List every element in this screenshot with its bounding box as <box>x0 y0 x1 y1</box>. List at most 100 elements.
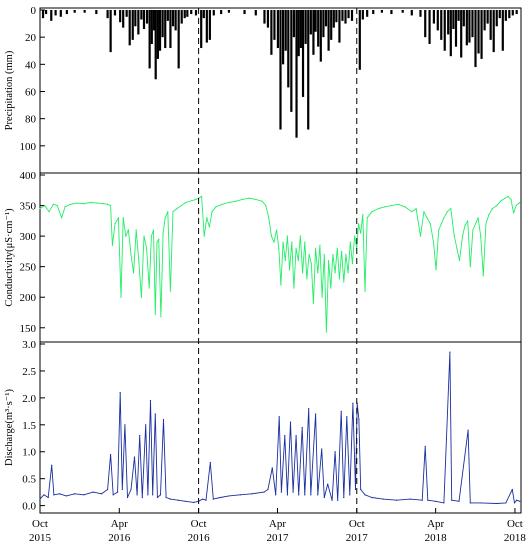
discharge-point <box>110 453 112 456</box>
conductivity-point <box>265 204 267 207</box>
precip-bar <box>44 10 48 15</box>
precip-bar <box>113 10 117 16</box>
conductivity-point <box>513 212 515 214</box>
discharge-point <box>43 494 45 496</box>
conductivity-point <box>122 217 124 219</box>
discharge-point <box>219 496 221 499</box>
panel-frames <box>39 7 522 514</box>
conductivity-point <box>280 284 282 286</box>
precip-bar <box>95 10 98 15</box>
y-tick-label: 400 <box>20 170 37 182</box>
discharge-point <box>323 496 325 499</box>
discharge-point <box>289 421 292 423</box>
discharge-point <box>201 498 204 500</box>
precip-bar <box>59 10 62 17</box>
y-tick-label: 100 <box>20 141 37 153</box>
conductivity-point <box>148 287 150 289</box>
precip-bar <box>73 10 76 13</box>
conductivity-point <box>172 211 174 213</box>
discharge-point <box>280 491 282 493</box>
precip-bar <box>254 10 257 16</box>
conductivity-point <box>103 203 105 205</box>
precip-bar <box>83 10 86 13</box>
discharge-point <box>124 424 126 426</box>
precip-bar <box>477 10 480 54</box>
conductivity-point <box>426 217 428 219</box>
precip-bar <box>174 10 177 31</box>
precip-bar <box>65 10 68 15</box>
y-axis-label: Conductivity(μS·cm⁻¹) <box>4 208 15 307</box>
discharge-point <box>154 413 156 415</box>
discharge-point <box>301 426 303 429</box>
precip-bar <box>140 10 143 20</box>
conductivity-point <box>464 224 466 226</box>
conductivity-point <box>284 259 286 262</box>
conductivity-point <box>278 247 280 249</box>
discharge-point <box>346 416 348 418</box>
precip-bar <box>295 10 298 138</box>
discharge-point <box>458 500 460 502</box>
conductivity-point <box>299 235 302 237</box>
conductivity-point <box>152 229 155 231</box>
conductivity-point <box>507 195 509 197</box>
discharge-point <box>292 491 294 493</box>
conductivity-point <box>354 235 356 237</box>
precip-bar <box>227 10 231 13</box>
conductivity-point <box>270 235 272 237</box>
precip-bar <box>372 10 375 15</box>
discharge-point <box>469 502 471 504</box>
conductivity-point <box>325 331 328 333</box>
x-tick-month: Oct <box>349 518 365 530</box>
precip-bar <box>498 10 501 19</box>
conductivity-point <box>496 204 498 207</box>
conductivity-point <box>404 206 406 208</box>
conductivity-point <box>167 211 169 213</box>
conductivity-point <box>110 204 112 207</box>
discharge-point <box>165 496 167 499</box>
precip-bar <box>501 10 504 51</box>
discharge-point <box>251 493 253 495</box>
precip-bar <box>131 10 134 40</box>
conductivity-point <box>195 198 197 201</box>
conductivity-point <box>510 198 512 201</box>
conductivity-point <box>491 208 493 210</box>
discharge-point <box>212 498 214 500</box>
conductivity-point <box>135 229 137 231</box>
conductivity-point <box>419 235 422 237</box>
y-tick-label: 200 <box>20 292 37 304</box>
discharge-point <box>308 408 310 410</box>
conductivity-point <box>44 204 46 207</box>
conductivity-point <box>504 197 506 199</box>
precip-bar <box>270 10 273 55</box>
conductivity-point <box>133 272 135 274</box>
precip-bar <box>486 10 489 24</box>
conductivity-point <box>515 204 517 207</box>
precip-bar <box>341 10 344 21</box>
precip-bar <box>200 10 203 49</box>
conductivity-point <box>176 208 178 210</box>
plot-border <box>39 7 522 514</box>
y-tick-label: 3.0 <box>22 339 36 351</box>
discharge-point <box>271 467 273 469</box>
conductivity-line <box>39 195 520 333</box>
conductivity-point <box>438 229 440 231</box>
discharge-point <box>116 491 119 493</box>
y-tick-label: 40 <box>25 59 37 71</box>
precip-bar <box>309 10 312 35</box>
precip-bar <box>504 10 507 21</box>
precip-bar <box>327 10 330 51</box>
precip-bar <box>312 10 315 55</box>
precip-bar <box>324 10 328 27</box>
y-tick-label: 20 <box>25 32 37 44</box>
conductivity-point <box>357 223 360 225</box>
discharge-point <box>152 494 154 496</box>
discharge-point <box>331 499 333 501</box>
conductivity-panel: 150 200 250 300 350 400 Conductivity(μS·cm⁻¹) <box>4 170 521 335</box>
y-axis-label: Precipitation (mm) <box>4 50 15 130</box>
x-tick-month: Oct <box>191 518 207 530</box>
discharge-point <box>107 488 109 491</box>
discharge-point <box>159 494 162 496</box>
precip-bar <box>410 10 413 16</box>
conductivity-point <box>241 198 243 201</box>
